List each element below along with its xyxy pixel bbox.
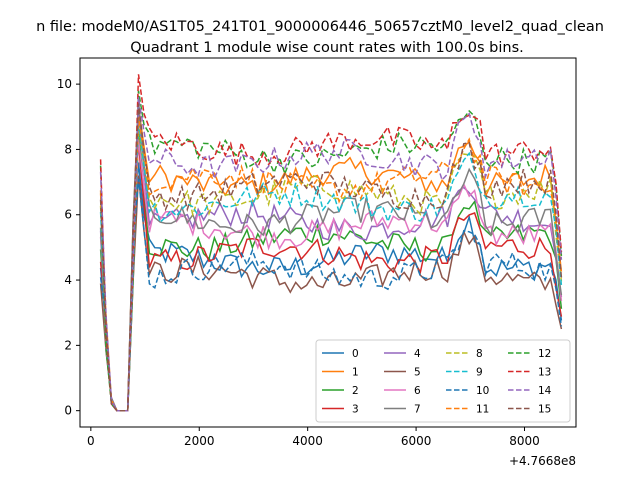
y-tick-label: 10 bbox=[57, 77, 72, 91]
x-tick-label: 2000 bbox=[184, 434, 215, 448]
legend-label-0: 0 bbox=[352, 348, 359, 360]
legend-label-5: 5 bbox=[414, 367, 421, 379]
chart-title: Quadrant 1 module wise count rates with … bbox=[130, 40, 524, 56]
x-tick-label: 0 bbox=[87, 434, 95, 448]
series-line-10 bbox=[99, 178, 563, 412]
x-axis: 0 2000 4000 6000 8000 bbox=[87, 427, 540, 448]
legend-label-9: 9 bbox=[476, 367, 483, 379]
legend-label-3: 3 bbox=[352, 404, 359, 416]
legend-label-2: 2 bbox=[352, 385, 359, 397]
legend-label-6: 6 bbox=[414, 385, 421, 397]
legend-box bbox=[315, 339, 571, 423]
x-tick-label: 4000 bbox=[292, 434, 323, 448]
plot-frame bbox=[79, 57, 577, 428]
y-axis: 0 2 4 6 8 10 bbox=[57, 77, 80, 418]
legend-label-8: 8 bbox=[476, 348, 483, 360]
y-tick-label: 8 bbox=[64, 142, 72, 156]
y-tick-label: 2 bbox=[64, 338, 72, 352]
series-line-4 bbox=[99, 110, 563, 412]
legend-label-12: 12 bbox=[538, 348, 551, 360]
series-line-9 bbox=[99, 119, 563, 412]
legend-label-10: 10 bbox=[476, 385, 489, 397]
legend-label-13: 13 bbox=[538, 367, 551, 379]
legend-label-15: 15 bbox=[538, 404, 551, 416]
series-line-13 bbox=[99, 74, 563, 412]
series-line-11 bbox=[99, 116, 563, 412]
series-line-15 bbox=[99, 103, 563, 412]
x-tick-label: 6000 bbox=[401, 434, 432, 448]
series-lines bbox=[99, 74, 563, 412]
y-tick-label: 0 bbox=[64, 404, 72, 418]
x-axis-offset-text: +4.7668e8 bbox=[509, 454, 576, 468]
series-line-7 bbox=[99, 100, 563, 412]
legend-label-1: 1 bbox=[352, 367, 359, 379]
x-tick-label: 8000 bbox=[509, 434, 540, 448]
chart-suptitle: n file: modeM0/AS1T05_241T01_9000006446_… bbox=[36, 19, 604, 35]
series-line-2 bbox=[99, 129, 563, 412]
legend-label-11: 11 bbox=[476, 404, 489, 416]
series-line-3 bbox=[99, 142, 563, 412]
series-line-14 bbox=[99, 97, 563, 412]
legend-label-4: 4 bbox=[414, 348, 421, 360]
legend-label-14: 14 bbox=[538, 385, 552, 397]
y-tick-label: 4 bbox=[64, 273, 72, 287]
legend-label-7: 7 bbox=[414, 404, 421, 416]
y-tick-label: 6 bbox=[64, 208, 72, 222]
